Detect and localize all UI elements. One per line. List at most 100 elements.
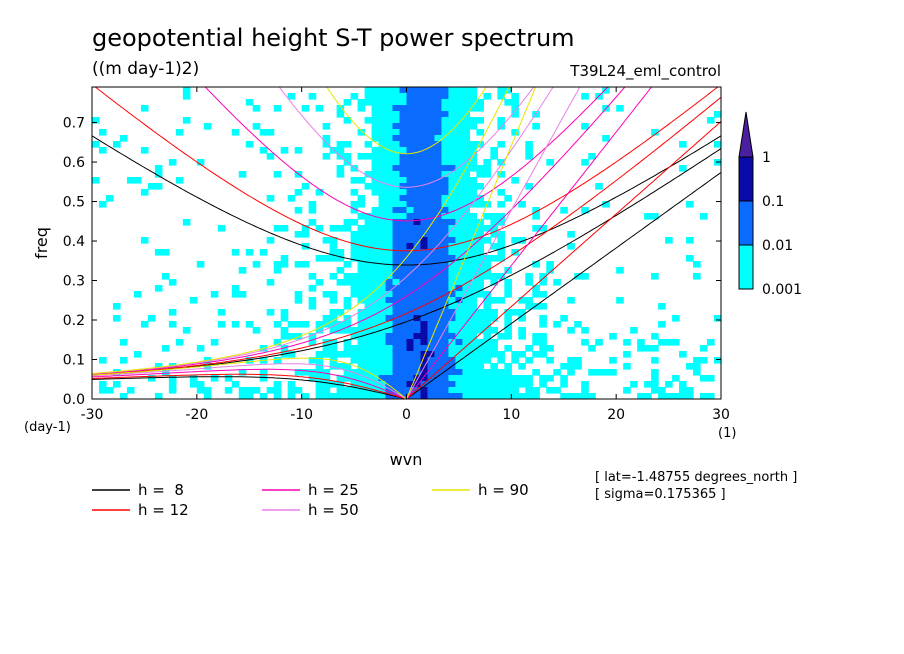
contour-cell xyxy=(315,363,324,370)
contour-cell xyxy=(371,123,380,130)
contour-cell xyxy=(434,255,443,262)
contour-cell xyxy=(448,105,457,112)
contour-cell xyxy=(294,387,303,394)
contour-cell xyxy=(462,93,470,100)
contour-cell xyxy=(595,369,603,376)
contour-cell xyxy=(399,99,408,106)
y-tick-label: 0.0 xyxy=(63,392,85,408)
contour-cell xyxy=(441,393,450,399)
contour-cell xyxy=(497,117,505,124)
contour-cell xyxy=(434,231,443,238)
contour-cell xyxy=(427,189,436,196)
contour-cell xyxy=(308,207,317,214)
contour-cell xyxy=(448,171,457,178)
contour-cell xyxy=(350,219,359,226)
contour-cell xyxy=(378,375,387,382)
contour-cell xyxy=(399,297,408,304)
contour-cell xyxy=(371,135,380,142)
contour-cell xyxy=(350,291,359,298)
contour-cell xyxy=(385,213,394,220)
contour-cell xyxy=(371,153,380,160)
contour-cell xyxy=(378,123,387,130)
contour-cell xyxy=(686,237,694,244)
contour-cell xyxy=(441,285,450,292)
contour-cell xyxy=(441,123,450,130)
contour-cell xyxy=(441,159,450,166)
contour-cell xyxy=(378,393,387,399)
contour-cell xyxy=(238,369,247,376)
contour-cell xyxy=(399,105,408,112)
contour-cell xyxy=(294,147,303,154)
contour-cell xyxy=(406,243,415,250)
contour-cell xyxy=(245,99,254,106)
contour-cell xyxy=(392,321,401,328)
contour-cell xyxy=(490,345,498,352)
contour-cell xyxy=(469,351,477,358)
contour-cell xyxy=(490,327,498,334)
legend-label: h = 50 xyxy=(308,501,359,519)
contour-cell xyxy=(259,375,268,382)
contour-cell xyxy=(469,183,477,190)
contour-cell xyxy=(364,183,373,190)
contour-cell xyxy=(322,237,331,244)
contour-cell xyxy=(266,237,275,244)
contour-cell xyxy=(427,99,436,106)
contour-cell xyxy=(434,279,443,286)
contour-cell xyxy=(385,117,394,124)
contour-cell xyxy=(406,345,415,352)
contour-cell xyxy=(483,165,491,172)
contour-cell xyxy=(413,249,422,256)
contour-cell xyxy=(399,243,408,250)
contour-cell xyxy=(483,171,491,178)
contour-cell xyxy=(329,255,338,262)
contour-cell xyxy=(357,279,366,286)
contour-cell xyxy=(357,273,366,280)
contour-cell xyxy=(392,195,401,202)
contour-cell xyxy=(665,339,673,346)
contour-cell xyxy=(350,393,359,399)
contour-cell xyxy=(343,369,352,376)
power-contours xyxy=(92,87,721,399)
contour-cell xyxy=(504,363,512,370)
contour-cell xyxy=(294,261,303,268)
contour-cell xyxy=(455,237,464,244)
contour-cell xyxy=(175,177,184,184)
contour-cell xyxy=(574,357,582,364)
contour-cell xyxy=(378,141,387,148)
contour-cell xyxy=(378,363,387,370)
contour-cell xyxy=(399,93,408,100)
contour-cell xyxy=(462,183,470,190)
contour-cell xyxy=(420,333,429,340)
contour-cell xyxy=(371,159,380,166)
contour-cell xyxy=(434,111,443,118)
contour-cell xyxy=(462,261,470,268)
contour-cell xyxy=(154,183,163,190)
contour-cell xyxy=(672,375,680,382)
contour-cell xyxy=(455,141,464,148)
contour-cell xyxy=(343,339,352,346)
contour-cell xyxy=(504,393,512,399)
contour-cell xyxy=(462,213,470,220)
contour-cell xyxy=(553,321,561,328)
contour-cell xyxy=(427,297,436,304)
contour-cell xyxy=(371,345,380,352)
contour-cell xyxy=(448,207,457,214)
contour-cell xyxy=(420,249,429,256)
contour-cell xyxy=(364,243,373,250)
contour-cell xyxy=(385,249,394,256)
contour-cell xyxy=(294,291,303,298)
contour-cell xyxy=(525,303,533,310)
contour-cell xyxy=(406,213,415,220)
contour-cell xyxy=(322,135,331,142)
contour-cell xyxy=(371,339,380,346)
contour-cell xyxy=(455,123,464,130)
contour-cell xyxy=(364,267,373,274)
contour-cell xyxy=(413,231,422,238)
contour-cell xyxy=(413,297,422,304)
legend-label: h = 90 xyxy=(478,481,529,499)
contour-cell xyxy=(462,351,470,358)
contour-cell xyxy=(497,393,505,399)
contour-cell xyxy=(518,381,526,388)
contour-cell xyxy=(469,345,477,352)
contour-cell xyxy=(357,297,366,304)
